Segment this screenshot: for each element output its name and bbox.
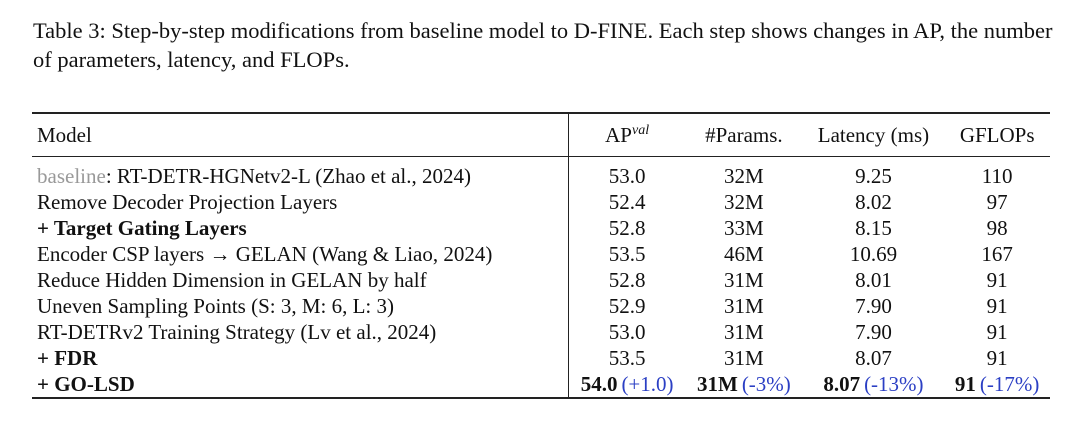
value-cell: 91 [986,320,1008,344]
value-cell: 9.25 [855,164,892,188]
value: 8.07 [823,372,861,396]
value-cell: 31M [724,346,764,370]
table-row: RT-DETRv2 Training Strategy (Lv et al., … [32,319,1050,345]
value-cell: 167 [981,242,1013,266]
value-cell: 32M [724,164,764,188]
table-row: + Target Gating Layers 52.8 33M 8.15 98 [32,215,1050,241]
value-cell: 52.9 [608,294,646,318]
value-cell: 33M [724,216,764,240]
delta: (-3%) [741,372,791,396]
table-row: + GO-LSD 54.0 (+1.0) 31M (-3%) 8.07 (-13%) 91 (-… [32,371,1050,398]
header-cell: #Params. [705,122,783,147]
model-cell: + GO-LSD [32,371,569,398]
model-cell: Encoder CSP layers → GELAN (Wang & Liao,… [32,241,569,267]
value-cell: 10.69 [849,242,898,266]
value-cell: 31M [724,294,764,318]
header-text: AP [605,122,632,147]
model-text: : RT-DETR-HGNetv2-L (Zhao et al., 2024) [105,164,471,188]
value-cell: 52.4 [608,190,646,214]
value-cell: 46M [724,242,764,266]
value-cell: 52.8 [608,216,646,240]
table-body: baseline: RT-DETR-HGNetv2-L (Zhao et al.… [32,156,1050,398]
table-row: Remove Decoder Projection Layers 52.4 32M 8… [32,189,1050,215]
value-cell: 31M (-3%) [685,371,802,398]
model-cell: baseline: RT-DETR-HGNetv2-L (Zhao et al.… [32,156,569,189]
value-cell: 53.5 [608,346,646,370]
value-cell: 97 [986,190,1008,214]
value: 91 [954,372,976,396]
table-row: + FDR 53.5 31M 8.07 91 [32,345,1050,371]
caption: Table 3: Step-by-step modifications from… [33,18,1053,72]
value-cell: 8.02 [855,190,892,214]
delta: (+1.0) [621,372,674,396]
value-cell: 98 [986,216,1008,240]
value-cell: 91 (-17%) [944,371,1050,398]
value-cell: 32M [724,190,764,214]
value-cell: 110 [981,164,1013,188]
value: 31M [696,372,738,396]
table-row: Encoder CSP layers → GELAN (Wang & Liao,… [32,241,1050,267]
delta: (-13%) [864,372,924,396]
model-cell: Reduce Hidden Dimension in GELAN by half [32,267,569,293]
model-cell: Uneven Sampling Points (S: 3, M: 6, L: 3… [32,293,569,319]
value-cell: 8.15 [855,216,892,240]
value-cell: 7.90 [855,320,892,344]
value-cell: 52.8 [608,268,646,292]
header-cell: Latency (ms) [817,122,930,147]
model-tag: baseline [37,164,106,188]
header-cell: GFLOPs [959,122,1035,147]
value-cell: 31M [724,268,764,292]
model-cell: Remove Decoder Projection Layers [32,189,569,215]
value-cell: 31M [724,320,764,344]
header-cell: APval [569,113,686,157]
header-row: Model APval #Params. Latency (ms) GFLOPs [32,113,1050,157]
table-row: baseline: RT-DETR-HGNetv2-L (Zhao et al.… [32,156,1050,189]
table-header: Model APval #Params. Latency (ms) GFLOPs [32,113,1050,157]
header-cell: Model [32,113,569,157]
table: Model APval #Params. Latency (ms) GFLOPs bas… [32,112,1050,399]
value-cell: 7.90 [855,294,892,318]
value-cell: 8.07 (-13%) [803,371,945,398]
value-cell: 53.0 [608,320,646,344]
value-cell: 91 [986,346,1008,370]
value-cell: 8.07 [855,346,892,370]
header-superscript: val [631,122,650,138]
model-cell: + Target Gating Layers [32,215,569,241]
table-row: Uneven Sampling Points (S: 3, M: 6, L: 3… [32,293,1050,319]
value-cell: 54.0 (+1.0) [569,371,686,398]
value-cell: 91 [986,268,1008,292]
table-row: Reduce Hidden Dimension in GELAN by half… [32,267,1050,293]
delta: (-17%) [979,372,1040,396]
value-cell: 91 [986,294,1008,318]
model-cell: RT-DETRv2 Training Strategy (Lv et al., … [32,319,569,345]
model-cell: + FDR [32,345,569,371]
value-cell: 53.5 [608,242,646,266]
value-cell: 8.01 [855,268,892,292]
value-cell: 53.0 [608,164,646,188]
value: 54.0 [580,372,618,396]
